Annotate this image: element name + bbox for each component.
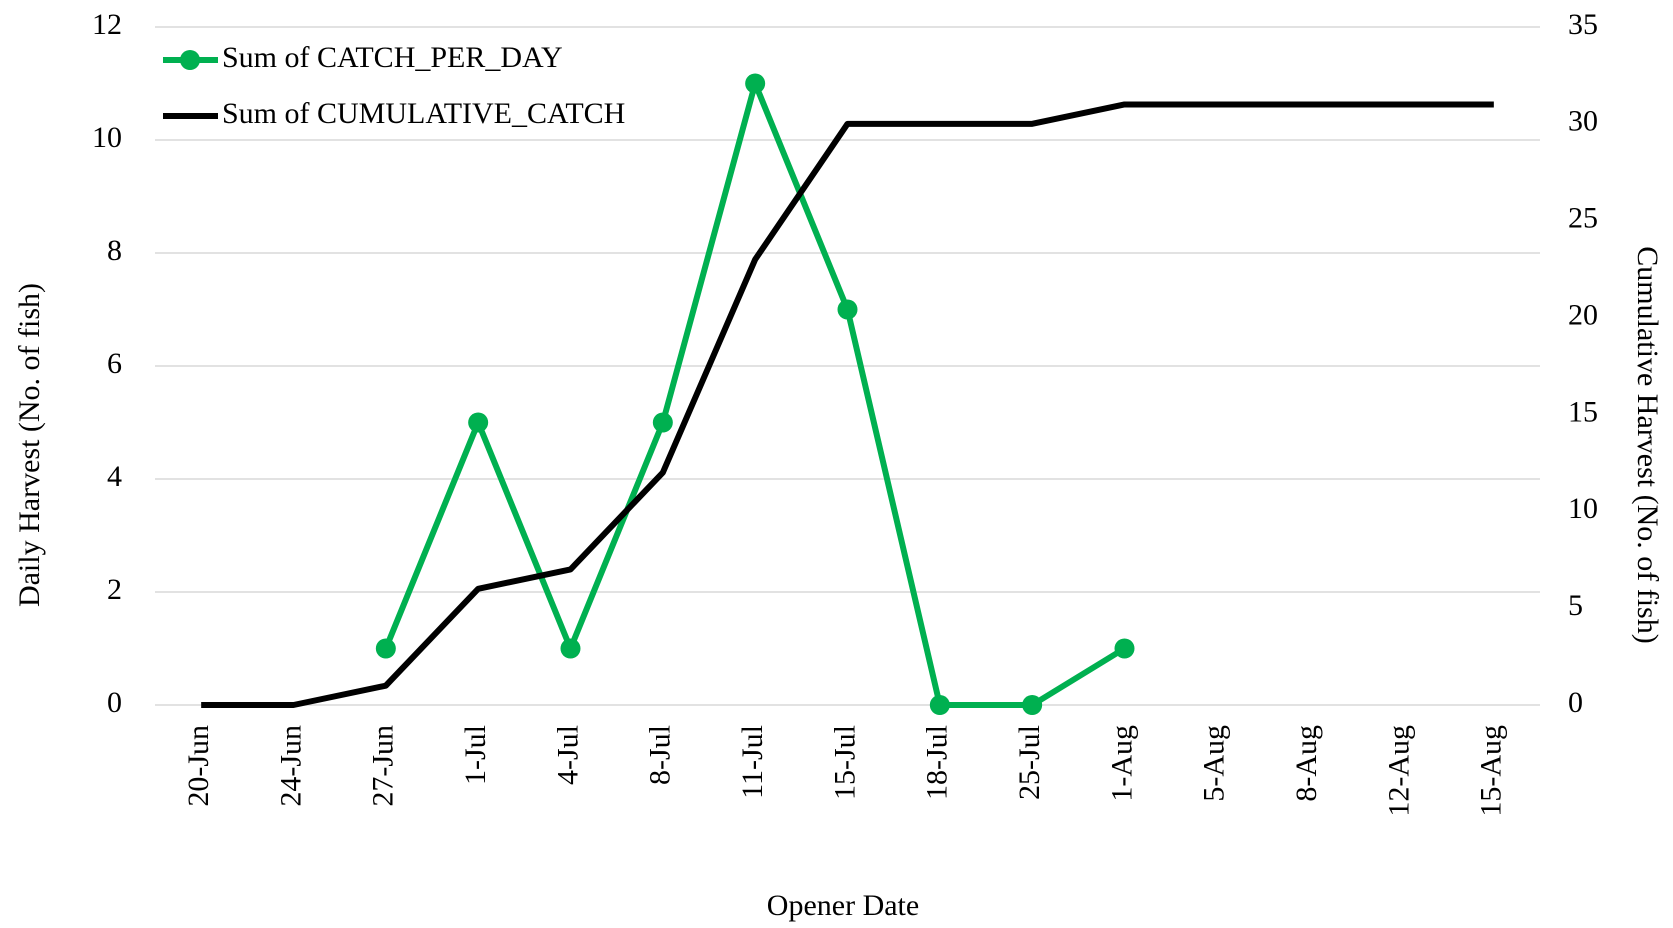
series-marker — [745, 73, 766, 94]
legend-label: Sum of CUMULATIVE_CATCH — [222, 97, 625, 130]
x-tick-label: 11-Jul — [736, 725, 769, 799]
y-tick-label: 6 — [107, 347, 122, 380]
x-tick-label: 25-Jul — [1013, 725, 1046, 800]
x-tick-label: 5-Aug — [1198, 725, 1231, 802]
x-tick-label: 15-Aug — [1475, 725, 1508, 817]
series-marker — [1114, 638, 1135, 659]
y2-tick-label: 25 — [1568, 202, 1598, 235]
x-axis-title: Opener Date — [767, 889, 919, 922]
x-tick-label: 12-Aug — [1382, 725, 1415, 817]
x-tick-label: 20-Jun — [182, 725, 215, 807]
legend-label: Sum of CATCH_PER_DAY — [222, 41, 563, 74]
series-line — [383, 80, 1127, 708]
x-tick-label: 4-Jul — [551, 725, 584, 785]
x-tick-label: 15-Jul — [828, 725, 861, 800]
y-tick-label: 8 — [107, 234, 122, 267]
y2-tick-label: 5 — [1568, 589, 1583, 622]
y-tick-label: 4 — [107, 460, 122, 493]
y2-tick-label: 10 — [1568, 492, 1598, 525]
series-marker — [560, 638, 581, 659]
legend-marker — [180, 50, 200, 70]
y2-tick-label: 35 — [1568, 8, 1598, 41]
series-marker — [1022, 695, 1043, 715]
x-tick-label: 8-Aug — [1290, 725, 1323, 802]
series-marker — [929, 695, 950, 715]
y2-tick-label: 30 — [1568, 105, 1598, 138]
y-tick-label: 0 — [107, 686, 122, 719]
y2-tick-label: 15 — [1568, 395, 1598, 428]
y-tick-label: 2 — [107, 573, 122, 606]
x-tick-label: 1-Jul — [459, 725, 492, 785]
x-tick-label: 1-Aug — [1105, 725, 1138, 802]
series-line — [201, 101, 1494, 708]
series-marker — [468, 412, 489, 433]
series-marker — [375, 638, 396, 659]
x-tick-label: 18-Jul — [921, 725, 954, 800]
series-marker — [652, 412, 673, 433]
y-tick-label: 10 — [92, 121, 122, 154]
series-marker — [837, 299, 858, 320]
y2-tick-label: 20 — [1568, 298, 1598, 331]
y-tick-label: 12 — [92, 8, 122, 41]
x-tick-label: 27-Jun — [367, 725, 400, 807]
x-tick-label: 8-Jul — [644, 725, 677, 785]
y2-axis-title: Cumulative Harvest (No. of fish) — [1631, 246, 1664, 643]
y-axis-title: Daily Harvest (No. of fish) — [13, 283, 46, 607]
y2-tick-label: 0 — [1568, 686, 1583, 719]
x-tick-label: 24-Jun — [274, 725, 307, 807]
